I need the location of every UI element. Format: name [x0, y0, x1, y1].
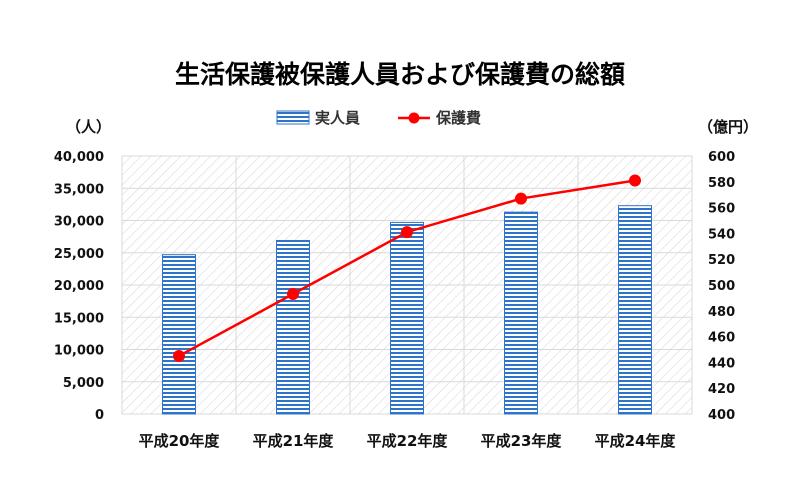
right-tick-label: 460	[708, 331, 735, 346]
category-label-1: 平成20年度	[139, 432, 221, 450]
right-axis-unit: （億円）	[698, 118, 758, 136]
left-tick-label: 25,000	[54, 247, 104, 262]
left-axis-unit: （人）	[66, 118, 111, 136]
left-tick-label: 10,000	[54, 344, 104, 359]
right-tick-label: 420	[708, 382, 735, 397]
bar-5	[618, 205, 652, 415]
right-tick-label: 580	[708, 176, 735, 191]
line-point-5	[629, 174, 641, 187]
left-tick-label: 40,000	[54, 150, 104, 165]
right-tick-label: 400	[708, 408, 735, 423]
left-tick-label: 35,000	[54, 182, 104, 197]
right-axis-ticks: 400 420 440 460 480 500 520 540 560 580 600	[708, 150, 735, 423]
right-tick-label: 540	[708, 227, 735, 242]
category-label-5: 平成24年度	[595, 432, 677, 450]
right-tick-label: 500	[708, 279, 735, 294]
right-tick-label: 520	[708, 253, 735, 268]
chart-title: 生活保護被保護人員および保護費の総額	[175, 60, 625, 89]
legend-swatch-bar	[276, 110, 310, 125]
right-tick-label: 600	[708, 150, 735, 165]
right-tick-label: 480	[708, 305, 735, 320]
legend-swatch-marker	[408, 112, 420, 124]
right-tick-label: 440	[708, 356, 735, 371]
line-point-3	[401, 226, 413, 239]
line-point-4	[515, 192, 527, 205]
left-tick-label: 0	[95, 408, 104, 423]
legend-label-bar: 実人員	[315, 109, 360, 127]
category-gridlines	[235, 156, 579, 414]
bar-1	[162, 254, 196, 415]
bar-4	[504, 211, 538, 415]
right-tick-label: 560	[708, 202, 735, 217]
line-point-1	[173, 349, 185, 362]
legend: 実人員 保護費	[276, 109, 481, 127]
left-tick-label: 20,000	[54, 279, 104, 294]
line-point-2	[287, 288, 299, 301]
bar-3	[390, 221, 424, 415]
left-axis-ticks: 0 5,000 10,000 15,000 20,000 25,000 30,000 35,0…	[54, 150, 104, 423]
category-label-2: 平成21年度	[253, 432, 335, 450]
left-tick-label: 5,000	[63, 376, 104, 391]
line-series	[173, 174, 641, 362]
category-label-3: 平成22年度	[367, 432, 449, 450]
left-tick-label: 30,000	[54, 215, 104, 230]
legend-label-line: 保護費	[435, 109, 481, 127]
category-label-4: 平成23年度	[481, 432, 563, 450]
bar-2	[276, 239, 310, 415]
bar-series	[162, 205, 652, 415]
left-tick-label: 15,000	[54, 311, 104, 326]
category-axis-labels: 平成20年度 平成21年度 平成22年度 平成23年度 平成24年度	[139, 432, 677, 450]
